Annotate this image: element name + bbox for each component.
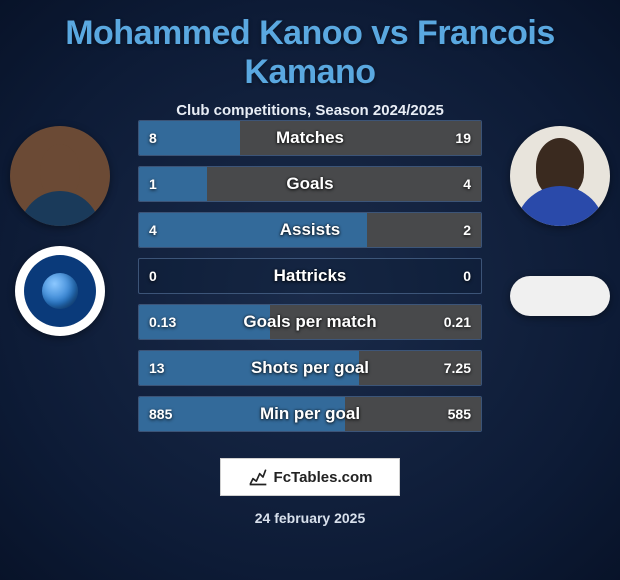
stat-label: Hattricks [139, 259, 481, 293]
stat-value-left: 0.13 [149, 305, 176, 339]
stat-value-right: 0.21 [444, 305, 471, 339]
stat-row: 14Goals [138, 166, 482, 202]
stat-value-right: 19 [455, 121, 471, 155]
stat-value-left: 4 [149, 213, 157, 247]
stat-bar-left [139, 213, 367, 247]
stat-row: 885585Min per goal [138, 396, 482, 432]
player2-avatar [510, 126, 610, 226]
stat-bar-right [207, 167, 481, 201]
stat-value-left: 885 [149, 397, 172, 431]
stat-value-right: 4 [463, 167, 471, 201]
brand-badge: FcTables.com [220, 458, 400, 496]
player2-club-badge [510, 276, 610, 316]
left-avatar-column [10, 126, 110, 336]
brand-text: FcTables.com [274, 469, 373, 486]
stat-row: 42Assists [138, 212, 482, 248]
stat-value-left: 8 [149, 121, 157, 155]
stat-value-right: 0 [463, 259, 471, 293]
comparison-bars: 819Matches14Goals42Assists00Hattricks0.1… [138, 120, 482, 432]
stat-bar-left [139, 351, 359, 385]
stat-value-right: 585 [448, 397, 471, 431]
stat-row: 0 0Hattricks [138, 258, 482, 294]
stat-bar-right [240, 121, 481, 155]
stat-value-left: 13 [149, 351, 165, 385]
stat-value-left: 0 [149, 259, 157, 293]
player1-club-badge [15, 246, 105, 336]
player1-avatar [10, 126, 110, 226]
stat-value-left: 1 [149, 167, 157, 201]
footer-date: 24 february 2025 [0, 510, 620, 526]
page-title: Mohammed Kanoo vs Francois Kamano [0, 0, 620, 92]
stat-value-right: 7.25 [444, 351, 471, 385]
chart-icon [248, 467, 268, 487]
stat-row: 137.25Shots per goal [138, 350, 482, 386]
stat-row: 819Matches [138, 120, 482, 156]
stat-row: 0.130.21Goals per match [138, 304, 482, 340]
right-avatar-column [510, 126, 610, 316]
subtitle: Club competitions, Season 2024/2025 [0, 102, 620, 119]
stat-value-right: 2 [463, 213, 471, 247]
